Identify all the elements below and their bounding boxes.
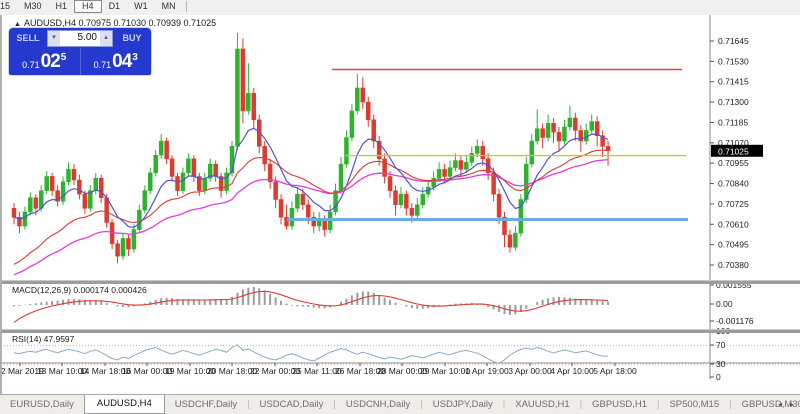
chart-tab-xauusd-h1[interactable]: XAUUSD,H1 xyxy=(515,399,570,410)
svg-text:0.71070: 0.71070 xyxy=(718,138,749,148)
svg-text:0.71185: 0.71185 xyxy=(718,117,748,127)
chart-tab-audusd-h4[interactable]: AUDUSD,H4 xyxy=(83,395,165,414)
svg-text:0.70955: 0.70955 xyxy=(718,158,749,168)
buy-price-sup: 3 xyxy=(132,52,138,63)
svg-text:-0.001176: -0.001176 xyxy=(716,316,754,326)
svg-text:25 Mar 11:00: 25 Mar 11:00 xyxy=(292,366,342,376)
buy-button[interactable]: BUY xyxy=(122,33,142,43)
chart-tab-usdcnh-daily[interactable]: USDCNH,Daily xyxy=(345,399,411,410)
price-scale[interactable]: 0.71645 0.71530 0.71415 0.71300 0.71185 0.710… xyxy=(710,36,763,270)
svg-text:22 Mar 00:00: 22 Mar 00:00 xyxy=(250,366,300,376)
volume-input[interactable]: 5.00 xyxy=(77,31,97,43)
svg-text:28 Mar 00:00: 28 Mar 00:00 xyxy=(377,366,427,376)
svg-text:0.70495: 0.70495 xyxy=(718,240,749,250)
svg-text:0.71300: 0.71300 xyxy=(718,97,749,107)
svg-text:5 Apr 18:00: 5 Apr 18:00 xyxy=(593,366,637,376)
chart-tab-gbpusd-m30[interactable]: GBPUSD,M30 xyxy=(741,399,800,410)
collapse-trade-panel-icon[interactable]: ▲ xyxy=(14,21,21,28)
sell-price[interactable]: 0.71 02 5 xyxy=(9,48,81,75)
horizontal-lines xyxy=(287,68,688,221)
chart-tab-eurusd-daily[interactable]: EURUSD,Daily xyxy=(10,399,74,410)
chart-tab-usdcad-daily[interactable]: USDCAD,Daily xyxy=(259,399,324,410)
tab-separator: | xyxy=(247,399,250,410)
tab-separator: | xyxy=(579,399,583,410)
timeframe-button-d1[interactable]: D1 xyxy=(108,1,121,11)
sell-price-prefix: 0.71 xyxy=(22,59,40,70)
svg-text:0.00: 0.00 xyxy=(716,299,733,309)
sell-price-sup: 5 xyxy=(60,52,67,63)
svg-text:29 Mar 10:00: 29 Mar 10:00 xyxy=(420,366,470,376)
chart-title: ▲ AUDUSD,H4 0.70975 0.71030 0.70939 0.710… xyxy=(14,18,216,28)
tab-scroll-buttons: ◂ ▸ xyxy=(774,395,798,414)
price-chart-canvas[interactable]: 0.716450.715300.714150.713000.711850.710… xyxy=(2,15,800,394)
current-price-tag xyxy=(711,144,763,157)
tab-separator: | xyxy=(333,399,336,410)
svg-text:12 Mar 2019: 12 Mar 2019 xyxy=(2,366,44,376)
chart-frame xyxy=(2,15,800,379)
svg-text:0.71415: 0.71415 xyxy=(718,77,749,87)
svg-text:3 Apr 00:00: 3 Apr 00:00 xyxy=(508,366,552,376)
chart-tab-usdchf-daily[interactable]: USDCHF,Daily xyxy=(174,399,238,410)
chart-ohlc-text: AUDUSD,H4 0.70975 0.71030 0.70939 0.7102… xyxy=(23,18,217,28)
svg-text:0.70380: 0.70380 xyxy=(718,260,749,270)
svg-text:19 Mar 10:00: 19 Mar 10:00 xyxy=(165,366,215,376)
volume-increase-button[interactable]: ▴ xyxy=(100,30,112,46)
svg-text:13 Mar 10:00: 13 Mar 10:00 xyxy=(37,366,87,376)
chart-tab-gbpusd-h1[interactable]: GBPUSD,H1 xyxy=(592,399,647,410)
tab-separator: | xyxy=(729,399,732,410)
svg-text:0.70725: 0.70725 xyxy=(718,199,749,209)
volume-decrease-button[interactable]: ▾ xyxy=(48,30,60,46)
macd-pane: 0.001555 0.00 -0.001176 xyxy=(13,280,754,326)
timeframe-button-h4[interactable]: H4 xyxy=(74,0,102,13)
one-click-trading-panel: SELL ▾ 5.00 ▴ BUY 0.71 02 5 0.71 04 3 xyxy=(9,28,151,75)
macd-signal-line xyxy=(13,290,609,323)
tab-scroll-left-button[interactable]: ◂ xyxy=(777,400,782,409)
moving-averages xyxy=(13,127,609,276)
svg-text:0.001555: 0.001555 xyxy=(716,280,752,290)
rsi-line xyxy=(13,344,609,364)
chart-tab-usdjpy-daily[interactable]: USDJPY,Daily xyxy=(432,399,493,410)
buy-price[interactable]: 0.71 04 3 xyxy=(81,48,152,75)
chart-window: 0.71645 0.71530 0.71415 0.71300 0.71185 0.710… xyxy=(0,15,800,394)
tab-separator: | xyxy=(657,399,660,410)
pane-separator-macd[interactable] xyxy=(2,280,800,284)
pane-separator-rsi[interactable] xyxy=(2,329,800,333)
timeframe-button-15[interactable]: 15 xyxy=(0,1,11,11)
chart-tab-bar: EURUSD,Daily AUDUSD,H4 USDCHF,Daily | USDCAD… xyxy=(0,394,800,414)
svg-text:0.70840: 0.70840 xyxy=(718,179,749,189)
svg-text:30: 30 xyxy=(716,359,726,369)
tab-separator: | xyxy=(502,399,506,410)
svg-text:20 Mar 18:00: 20 Mar 18:00 xyxy=(207,366,257,376)
chart-tab-sp500-m15[interactable]: SP500,M15 xyxy=(669,399,720,410)
buy-price-big: 04 xyxy=(112,50,132,72)
timeframe-button-w1[interactable]: W1 xyxy=(134,1,148,11)
timeframe-toolbar: 15 M30 H1 H4 D1 W1 MN xyxy=(0,0,800,16)
svg-text:4 Apr 10:00: 4 Apr 10:00 xyxy=(550,366,594,376)
svg-text:0: 0 xyxy=(716,372,721,382)
svg-text:26 Mar 18:00: 26 Mar 18:00 xyxy=(335,366,385,376)
sell-price-big: 02 xyxy=(40,50,61,72)
tab-separator: | xyxy=(420,399,423,410)
svg-text:0.71530: 0.71530 xyxy=(718,56,749,66)
timeframe-button-mn[interactable]: MN xyxy=(161,1,176,11)
rsi-indicator-label: RSI(14) 47.9597 xyxy=(12,334,75,344)
svg-text:1 Apr 19:00: 1 Apr 19:00 xyxy=(465,366,509,376)
svg-text:16 Mar 00:00: 16 Mar 00:00 xyxy=(122,366,172,376)
timeframe-button-m30[interactable]: M30 xyxy=(24,1,42,11)
svg-text:0.71025: 0.71025 xyxy=(718,146,749,156)
tab-scroll-right-button[interactable]: ▸ xyxy=(789,400,794,409)
svg-text:0.70610: 0.70610 xyxy=(718,219,749,229)
volume-stepper[interactable]: ▾ 5.00 ▴ xyxy=(47,29,113,47)
svg-text:0.71645: 0.71645 xyxy=(718,36,749,46)
sell-button[interactable]: SELL xyxy=(16,33,40,43)
svg-text:70: 70 xyxy=(716,340,726,350)
svg-text:14 Mar 18:00: 14 Mar 18:00 xyxy=(80,366,130,376)
buy-price-prefix: 0.71 xyxy=(93,59,112,70)
timeframe-button-h1[interactable]: H1 xyxy=(55,1,68,11)
macd-indicator-label: MACD(12,26,9) 0.000174 0.000426 xyxy=(12,285,147,295)
toolbar-separator xyxy=(185,1,187,12)
